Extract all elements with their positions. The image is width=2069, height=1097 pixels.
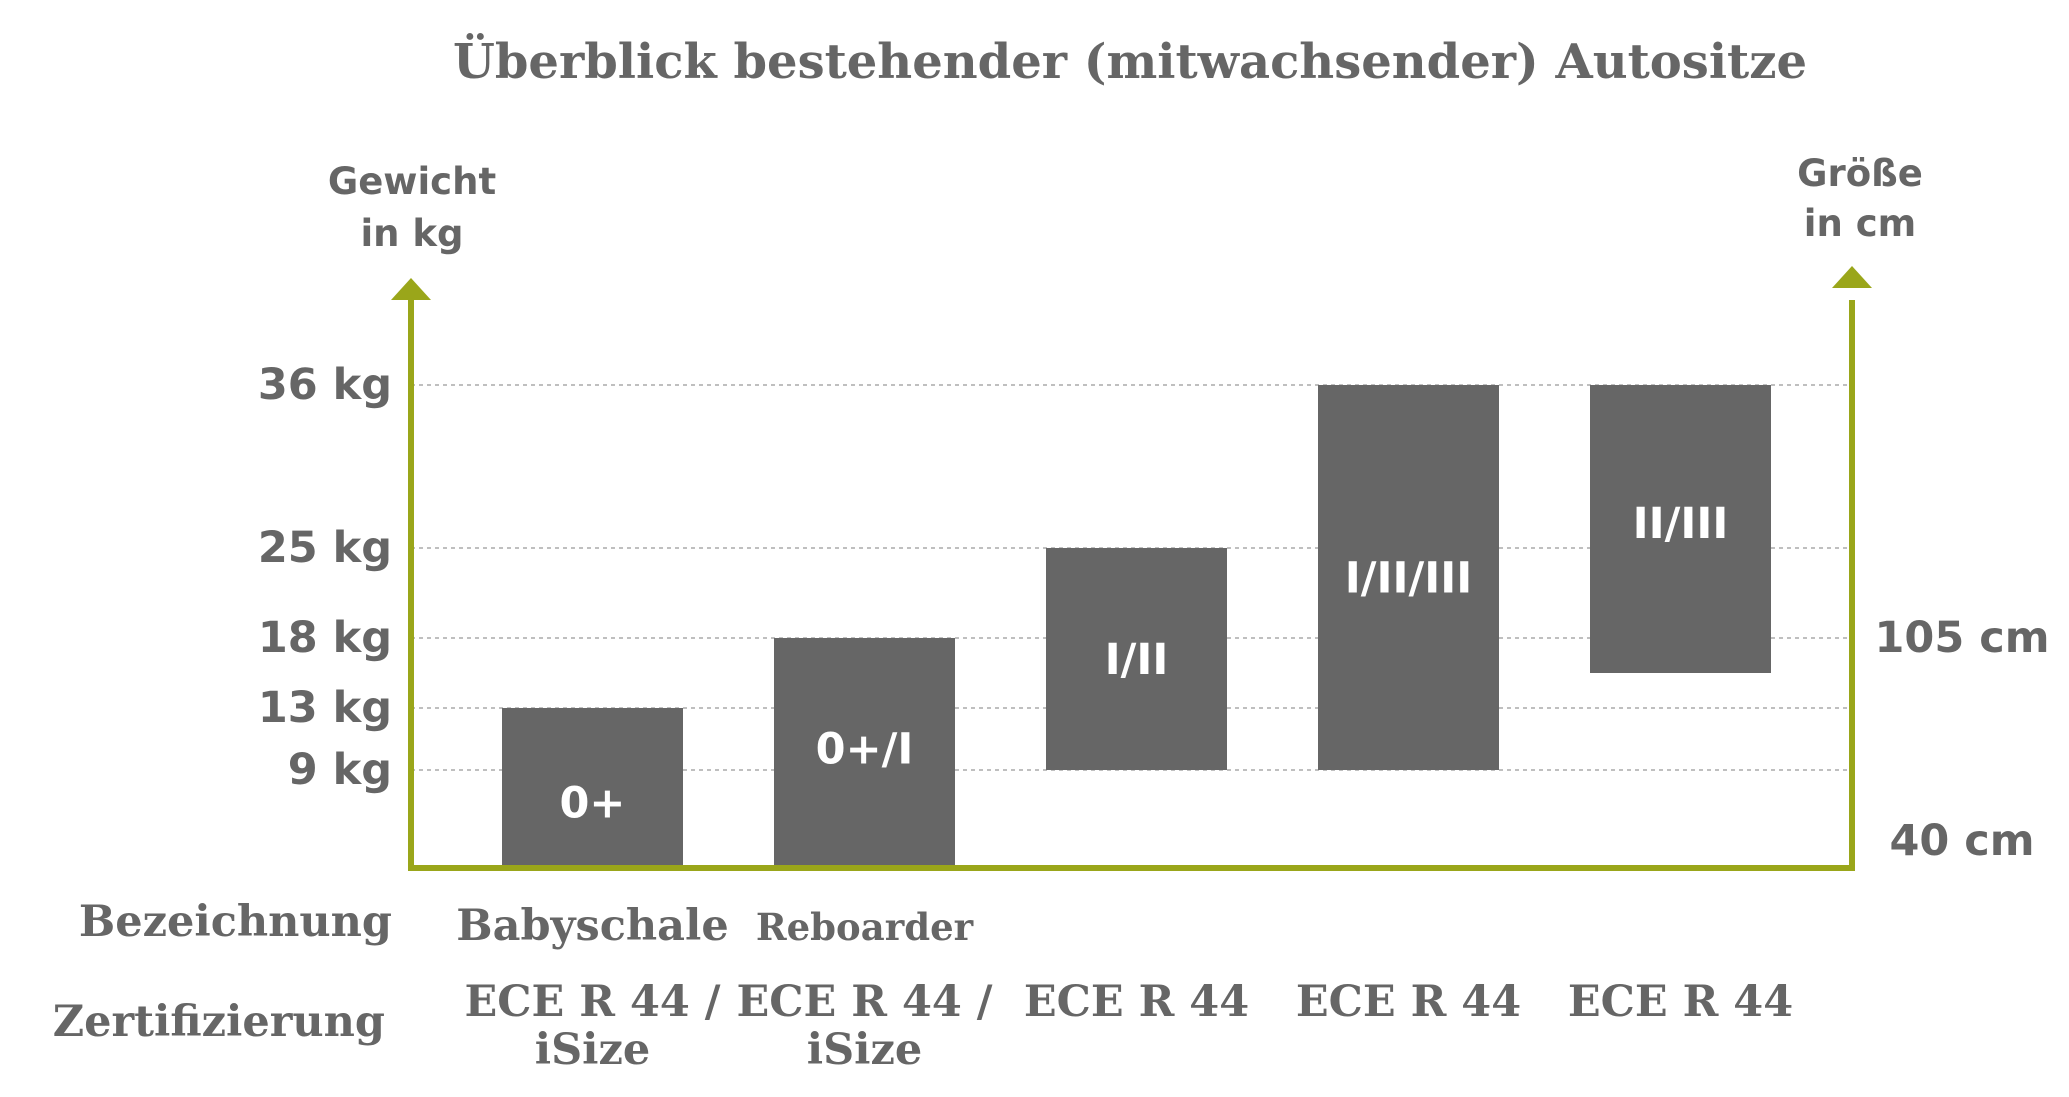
y-right-tick-label: 40 cm	[1889, 816, 2034, 866]
y-ticks-left: 36 kg 25 kg 18 kg 13 kg 9 kg	[258, 360, 392, 795]
y-tick-label: 9 kg	[288, 745, 392, 795]
chart-title: Überblick bestehender (mitwachsender) Au…	[453, 32, 1807, 90]
y-tick-label: 18 kg	[258, 613, 392, 663]
category-certification: iSize	[535, 1025, 651, 1075]
category-certification: ECE R 44	[1296, 977, 1521, 1027]
bar	[774, 638, 955, 868]
y-tick-label: 13 kg	[258, 683, 392, 733]
category-certification: ECE R 44 /	[465, 977, 721, 1027]
bar	[1318, 385, 1499, 770]
right-axis-arrow-icon	[1832, 266, 1872, 288]
row-header-certification: Zertifizierung	[53, 997, 385, 1047]
category-certification: ECE R 44 /	[737, 977, 993, 1027]
bar	[1590, 385, 1771, 673]
bar-label: II/III	[1633, 499, 1729, 549]
bar-label: 0+	[560, 778, 626, 828]
bar-label: I/II	[1105, 635, 1169, 685]
y-tick-label: 36 kg	[258, 360, 392, 410]
category-certification: ECE R 44	[1568, 977, 1793, 1027]
y-left-label-line-2: in kg	[361, 212, 464, 255]
axis-frame	[408, 300, 1855, 871]
bar-label: I/II/III	[1345, 554, 1472, 604]
bars: 0+ 0+/I I/II I/II/III II/III	[502, 385, 1771, 868]
y-right-label-line-1: Größe	[1797, 152, 1923, 195]
y-ticks-right: 105 cm 40 cm	[1874, 613, 2049, 866]
y-tick-label: 25 kg	[258, 523, 392, 573]
bar	[1046, 548, 1227, 770]
category-certification: iSize	[807, 1025, 923, 1075]
left-axis-arrow-icon	[391, 278, 431, 300]
category-name: Reboarder	[756, 905, 974, 949]
bar-label: 0+/I	[816, 724, 914, 774]
axes	[391, 266, 1872, 871]
row-header-name: Bezeichnung	[79, 897, 392, 947]
y-right-tick-label: 105 cm	[1874, 613, 2049, 663]
y-left-label-line-1: Gewicht	[328, 160, 496, 203]
y-right-label-line-2: in cm	[1804, 202, 1916, 245]
category-name: Babyschale	[456, 901, 728, 951]
category-certification: ECE R 44	[1024, 977, 1249, 1027]
bar	[502, 708, 683, 868]
